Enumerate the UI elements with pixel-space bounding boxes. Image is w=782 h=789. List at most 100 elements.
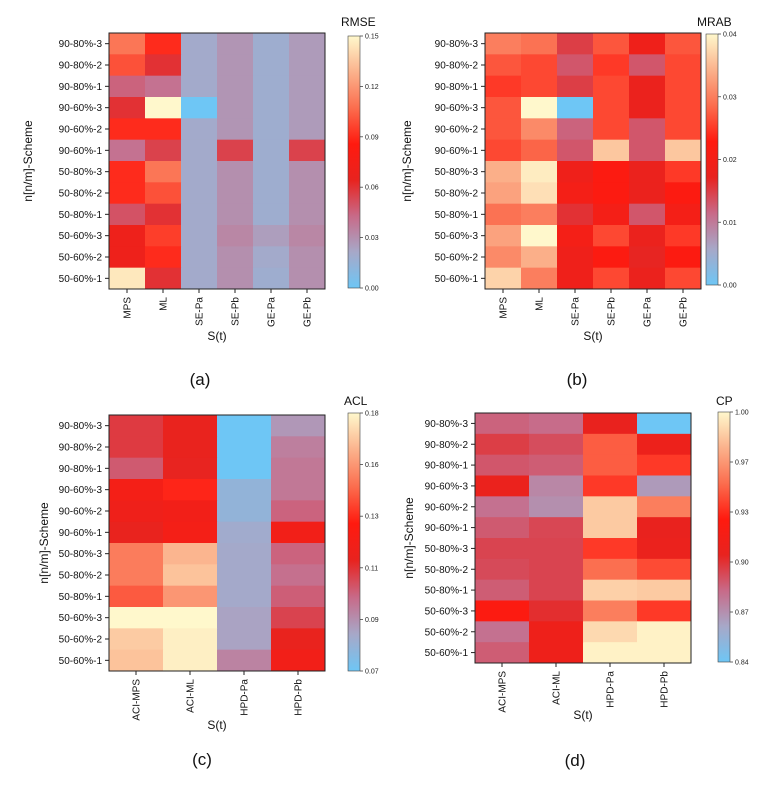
heatmap-cell — [521, 75, 558, 98]
heatmap-cell — [145, 54, 182, 77]
heatmap-cell — [593, 246, 630, 269]
x-tick-label: SE-Pa — [195, 297, 206, 326]
heatmap-cell — [253, 267, 290, 290]
heatmap-cell — [485, 203, 522, 226]
colorbar-tick-label: 0.07 — [365, 669, 379, 676]
heatmap-cell — [109, 267, 146, 290]
heatmap-cell — [583, 496, 638, 518]
y-axis-title: n[n/m]-Scheme — [37, 502, 51, 584]
heatmap-cell — [109, 139, 146, 162]
heatmap-cell — [521, 225, 558, 247]
heatmap-cell — [145, 161, 182, 183]
y-axis-title: n[n/m]-Scheme — [400, 120, 414, 202]
heatmap-cell — [271, 521, 326, 544]
heatmap-cell — [629, 97, 666, 119]
heatmap-cell — [583, 558, 638, 581]
heatmap-cell — [593, 118, 630, 141]
heatmap-cell — [289, 97, 326, 119]
heatmap-cell — [145, 139, 182, 162]
heatmap-cell — [289, 118, 326, 141]
heatmap-cell — [109, 182, 146, 205]
y-tick-label: 50-60%-3 — [435, 231, 479, 242]
colorbar-tick-label: 0.03 — [365, 235, 379, 242]
heatmap-cell — [475, 413, 530, 435]
heatmap-cell — [109, 607, 164, 629]
y-tick-label: 50-80%-2 — [59, 189, 103, 200]
heatmap-cell — [181, 97, 218, 119]
heatmap-cell — [593, 182, 630, 205]
y-tick-label: 50-80%-3 — [435, 167, 479, 178]
y-tick-label: 90-60%-2 — [59, 125, 103, 136]
heatmap-cell — [529, 558, 584, 581]
heatmap-cell — [557, 139, 594, 162]
heatmap-cell — [289, 139, 326, 162]
y-tick-label: 90-80%-3 — [425, 419, 469, 430]
heatmap-cell — [217, 564, 272, 587]
heatmap-cell — [217, 161, 254, 183]
heatmap-cell — [271, 607, 326, 629]
heatmap-cell — [665, 33, 702, 55]
y-tick-label: 50-60%-1 — [59, 656, 103, 667]
heatmap-cell — [557, 267, 594, 290]
heatmap-cell — [485, 33, 522, 55]
heatmap-cell — [253, 139, 290, 162]
heatmap-cell — [521, 139, 558, 162]
heatmap-cell — [163, 543, 218, 565]
y-tick-label: 90-80%-3 — [59, 39, 103, 50]
heatmap-cell — [217, 118, 254, 141]
y-tick-label: 50-60%-3 — [59, 613, 103, 624]
heatmap-cell — [271, 457, 326, 480]
y-tick-label: 50-60%-1 — [59, 274, 103, 285]
colorbar-title: CP — [716, 394, 733, 408]
heatmap-cell — [583, 621, 638, 643]
heatmap-cell — [217, 75, 254, 98]
heatmap-cell — [521, 33, 558, 55]
heatmap-cell — [485, 246, 522, 269]
heatmap-cell — [163, 436, 218, 459]
heatmap-cell — [271, 649, 326, 672]
heatmap-cell — [637, 621, 692, 643]
heatmap-cell — [217, 225, 254, 247]
heatmap-cell — [475, 454, 530, 476]
y-tick-label: 50-80%-1 — [425, 586, 469, 597]
y-tick-label: 50-80%-2 — [425, 565, 469, 576]
heatmap-cell — [109, 246, 146, 269]
y-tick-label: 90-60%-3 — [425, 481, 469, 492]
y-tick-label: 90-60%-2 — [435, 125, 479, 136]
heatmap-cell — [145, 203, 182, 226]
heatmap-cell — [253, 118, 290, 141]
heatmap-cell — [475, 621, 530, 643]
heatmap-cell — [629, 161, 666, 183]
y-tick-label: 50-60%-2 — [59, 253, 103, 264]
heatmap-cell — [629, 182, 666, 205]
heatmap-frame — [484, 32, 702, 290]
heatmap-cell — [163, 585, 218, 608]
heatmap-cell — [253, 182, 290, 205]
heatmap-cell — [593, 54, 630, 77]
x-tick-label: ACI-MPS — [498, 671, 509, 713]
colorbar-tick-label: 0.00 — [365, 286, 379, 293]
heatmap-cell — [629, 267, 666, 290]
heatmap-cell — [665, 267, 702, 290]
colorbar-tick-label: 0.09 — [365, 617, 379, 624]
heatmap-cell — [521, 118, 558, 141]
heatmap-cell — [583, 579, 638, 601]
heatmap-cell — [145, 182, 182, 205]
heatmap-cell — [289, 161, 326, 183]
heatmap-cell — [253, 97, 290, 119]
y-tick-label: 90-60%-3 — [59, 103, 103, 114]
heatmap-cell — [253, 54, 290, 77]
colorbar-tick-label: 0.03 — [723, 94, 737, 101]
heatmap-cell — [181, 267, 218, 290]
heatmap-cell — [109, 543, 164, 565]
heatmap-cell — [253, 246, 290, 269]
heatmap-cell — [557, 118, 594, 141]
heatmap-cell — [289, 33, 326, 55]
y-tick-label: 90-60%-1 — [59, 146, 103, 157]
colorbar-tick-label: 0.15 — [365, 34, 379, 41]
heatmap-cell — [163, 649, 218, 672]
x-tick-label: SE-Pb — [231, 297, 242, 326]
heatmap-cell — [557, 225, 594, 247]
x-axis-title: S(t) — [207, 718, 226, 732]
heatmap-cell — [665, 161, 702, 183]
